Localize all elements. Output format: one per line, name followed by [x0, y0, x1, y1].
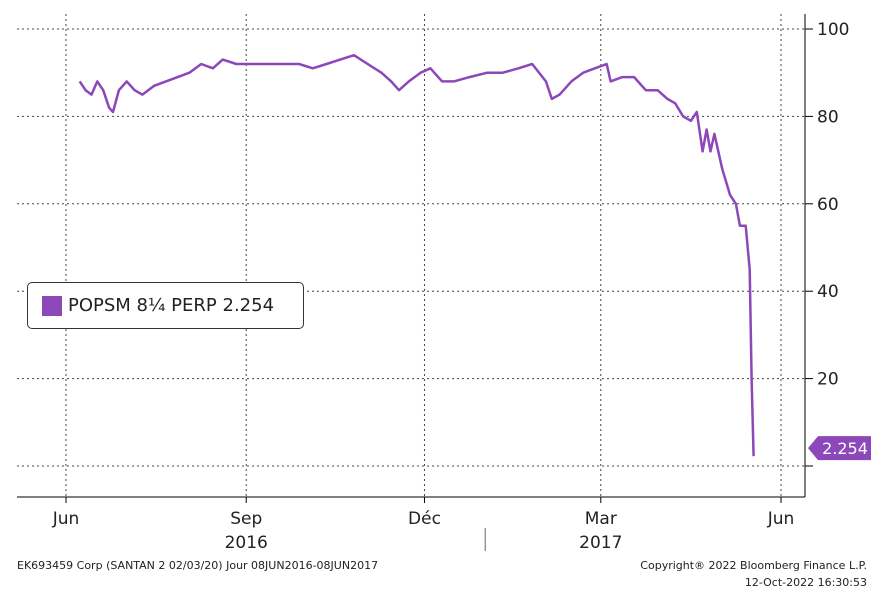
- x-tick-label: Déc: [408, 509, 441, 529]
- footer-copyright: Copyright® 2022 Bloomberg Finance L.P.: [640, 559, 867, 572]
- y-tick-label: 60: [817, 195, 839, 215]
- x-tick-label: Jun: [767, 509, 795, 529]
- legend-label: POPSM 8¼ PERP 2.254: [68, 295, 275, 316]
- legend: POPSM 8¼ PERP 2.254: [27, 282, 304, 329]
- last-value-badge: [808, 436, 871, 461]
- y-tick-label: 20: [817, 370, 839, 390]
- legend-swatch: [42, 295, 62, 316]
- y-tick-label: 80: [817, 107, 839, 127]
- x-tick-year-label: 2017: [579, 533, 622, 553]
- series-line: [78, 53, 755, 457]
- y-tick-label: 100: [817, 20, 849, 40]
- x-tick-label: Mar: [585, 509, 617, 529]
- y-tick-label: 40: [817, 282, 839, 302]
- footer-security-info: EK693459 Corp (SANTAN 2 02/03/20) Jour 0…: [17, 559, 379, 572]
- x-tick-label: Sep: [230, 509, 262, 529]
- x-tick-label: Jun: [52, 509, 80, 529]
- footer-timestamp: 12-Oct-2022 16:30:53: [744, 576, 867, 589]
- x-tick-year-label: 2016: [225, 533, 268, 553]
- last-value-label: 2.254: [822, 439, 868, 458]
